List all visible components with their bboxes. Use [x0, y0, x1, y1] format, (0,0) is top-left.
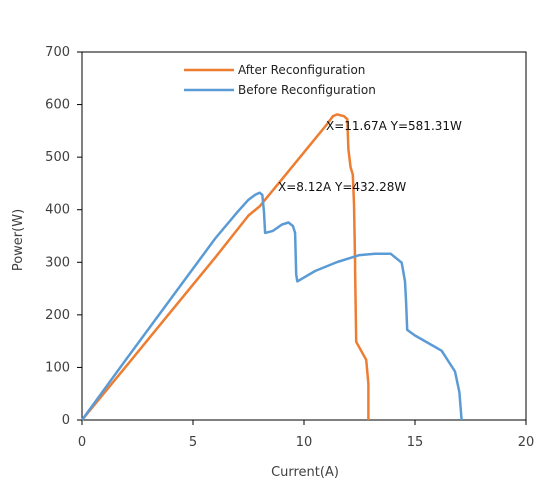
x-axis-label: Current(A)	[271, 465, 339, 480]
y-tick-label: 500	[45, 150, 70, 165]
axes: 0 100 200 300 400 500 600 700 0 5 10 15 20	[45, 45, 534, 450]
y-axis-label: Power(W)	[11, 209, 26, 271]
y-tick-label: 400	[45, 203, 70, 218]
series-layer	[80, 113, 463, 421]
legend: After Reconfiguration Before Reconfigurat…	[184, 63, 376, 97]
annotation-label: X=11.67A Y=581.31W	[326, 119, 462, 133]
series-line-after-reconfiguration	[81, 113, 370, 421]
y-tick-label: 600	[45, 98, 70, 113]
legend-entry-label: Before Reconfiguration	[238, 83, 376, 97]
annotation-label: X=8.12A Y=432.28W	[278, 180, 406, 194]
y-tick-label: 0	[62, 413, 70, 428]
x-tick-label: 5	[189, 435, 197, 450]
series-line-before-reconfiguration	[80, 191, 463, 421]
y-tick-label: 100	[45, 360, 70, 375]
x-tick-label: 10	[296, 435, 313, 450]
legend-entry-label: After Reconfiguration	[238, 63, 365, 77]
x-tick-label: 20	[518, 435, 535, 450]
x-tick-label: 0	[78, 435, 86, 450]
annotation-layer: X=11.67A Y=581.31W X=8.12A Y=432.28W	[278, 119, 462, 194]
y-tick-label: 200	[45, 308, 70, 323]
x-tick-label: 15	[407, 435, 424, 450]
y-tick-label: 700	[45, 45, 70, 60]
y-tick-label: 300	[45, 255, 70, 270]
